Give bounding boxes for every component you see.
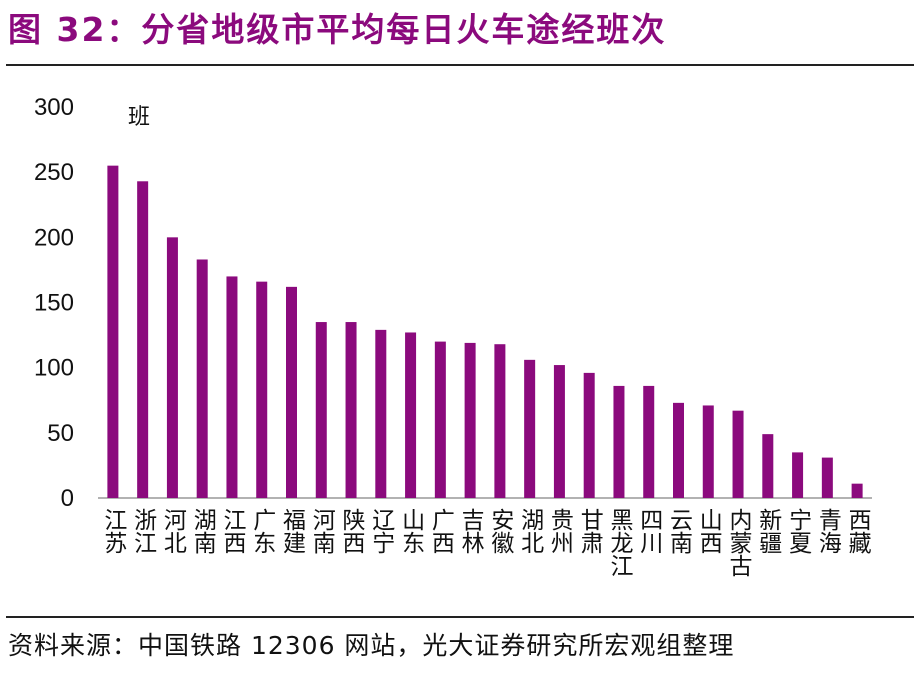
bar-series	[107, 165, 863, 499]
bar	[762, 434, 774, 498]
bar-chart: 0 50 100 150 200 250 300 班 江苏 浙江 河北 湖南 江西 广东 福建 河南 陕西 辽宁…	[34, 94, 872, 577]
x-tick-label: 安徽	[487, 508, 515, 554]
x-tick-label: 青海	[814, 508, 842, 554]
y-tick-label: 300	[34, 94, 74, 121]
x-tick-label: 西藏	[844, 508, 872, 554]
bar	[643, 385, 655, 498]
source-note: 资料来源：中国铁路 12306 网站，光大证券研究所宏观组整理	[8, 631, 735, 660]
y-tick-label: 150	[34, 290, 74, 317]
y-tick-label: 0	[61, 485, 74, 512]
x-tick-label: 宁夏	[785, 508, 813, 554]
x-tick-label: 河南	[308, 508, 336, 554]
y-tick-label: 50	[47, 420, 74, 447]
bar	[792, 452, 804, 498]
y-axis-unit-label: 班	[128, 105, 150, 130]
bar	[315, 322, 327, 498]
top-divider	[6, 64, 914, 66]
x-tick-label: 江西	[219, 508, 247, 554]
bar	[166, 237, 178, 499]
bottom-divider	[6, 616, 914, 618]
bar	[226, 276, 238, 498]
bar	[613, 385, 625, 498]
x-tick-label: 浙江	[130, 508, 158, 554]
x-tick-label: 广东	[249, 508, 277, 554]
x-tick-label: 云南	[666, 508, 693, 554]
bar	[286, 286, 297, 498]
bar	[524, 359, 536, 498]
bar	[702, 405, 714, 498]
x-tick-label: 吉林	[457, 508, 485, 554]
y-tick-label: 100	[34, 355, 74, 382]
bar	[553, 365, 565, 498]
bar	[256, 281, 268, 498]
bar	[851, 483, 863, 498]
bar	[405, 332, 417, 498]
x-tick-label: 山东	[398, 508, 425, 554]
bar	[345, 322, 357, 498]
x-tick-label: 山西	[695, 508, 722, 554]
x-tick-label: 河北	[159, 508, 187, 554]
bar	[673, 402, 684, 498]
bar	[732, 410, 744, 498]
x-tick-label: 江苏	[100, 508, 128, 554]
x-tick-label: 黑龙江	[606, 508, 634, 577]
figure-title: 图 32：分省地级市平均每日火车途经班次	[8, 10, 667, 49]
x-axis-labels: 江苏 浙江 河北 湖南 江西 广东 福建 河南 陕西 辽宁 山东 广西 吉林 安徽 湖北 贵州 甘肃 黑龙江 四川云…	[100, 508, 872, 577]
x-tick-label: 新疆	[755, 508, 783, 554]
x-tick-label: 甘肃	[576, 508, 604, 554]
y-axis: 0 50 100 150 200 250 300 班	[34, 94, 872, 512]
bar	[583, 372, 595, 498]
x-tick-label: 贵州	[546, 508, 574, 554]
x-tick-label: 内蒙古	[725, 508, 752, 577]
bar	[821, 457, 833, 498]
bar	[375, 329, 387, 498]
y-tick-label: 200	[34, 224, 74, 251]
x-tick-label: 湖北	[517, 508, 545, 554]
x-tick-label: 广西	[427, 508, 455, 554]
bar	[107, 165, 119, 498]
bar	[137, 181, 149, 498]
x-tick-label: 湖南	[189, 508, 217, 554]
y-tick-label: 250	[34, 159, 74, 186]
x-tick-label: 四川	[636, 508, 664, 554]
x-tick-label: 福建	[279, 508, 307, 554]
x-tick-label: 陕西	[338, 508, 365, 554]
bar	[464, 342, 476, 498]
bar	[196, 259, 208, 498]
bar	[494, 344, 506, 498]
bar	[434, 341, 446, 498]
x-tick-label: 辽宁	[368, 508, 396, 554]
